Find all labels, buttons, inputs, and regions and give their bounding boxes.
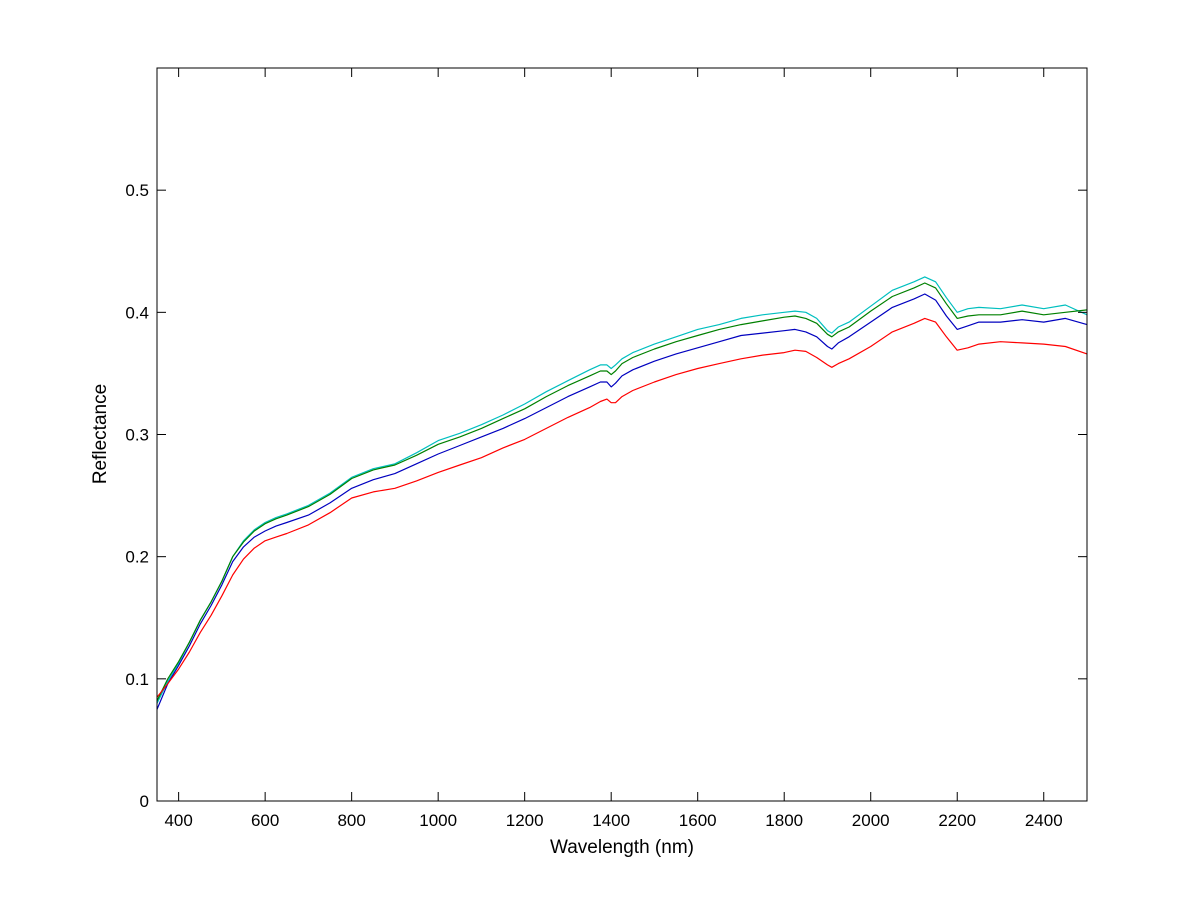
y-tick-label: 0.2 xyxy=(125,548,149,567)
series-line-1 xyxy=(156,276,1088,704)
y-tick-label: 0 xyxy=(140,792,149,811)
x-tick-label: 400 xyxy=(164,811,192,830)
x-tick-label: 2200 xyxy=(938,811,976,830)
series-line-2 xyxy=(156,282,1088,702)
plot-frame xyxy=(156,67,1088,802)
series-layer xyxy=(156,276,1088,710)
y-tick-label: 0.5 xyxy=(125,181,149,200)
x-tick-label: 1800 xyxy=(765,811,803,830)
x-tick-label: 1400 xyxy=(592,811,630,830)
series-line-3 xyxy=(156,293,1088,710)
plot-background xyxy=(157,68,1087,801)
x-tick-label: 1000 xyxy=(419,811,457,830)
y-tick-label: 0.4 xyxy=(125,303,149,322)
x-tick-label: 2400 xyxy=(1025,811,1063,830)
x-tick-label: 2000 xyxy=(852,811,890,830)
series-line-4 xyxy=(156,317,1088,698)
x-tick-label: 1200 xyxy=(506,811,544,830)
y-axis-label: Reflectance xyxy=(90,384,111,484)
x-axis-label: Wavelength (nm) xyxy=(550,837,694,858)
y-tick-label: 0.3 xyxy=(125,426,149,445)
x-tick-label: 800 xyxy=(337,811,365,830)
x-tick-label: 600 xyxy=(251,811,279,830)
x-tick-label: 1600 xyxy=(679,811,717,830)
y-tick-label: 0.1 xyxy=(125,670,149,689)
tick-layer: 400 600 800 1000 1200 1400 1600 1800 2000 2200 240… xyxy=(125,68,1087,830)
